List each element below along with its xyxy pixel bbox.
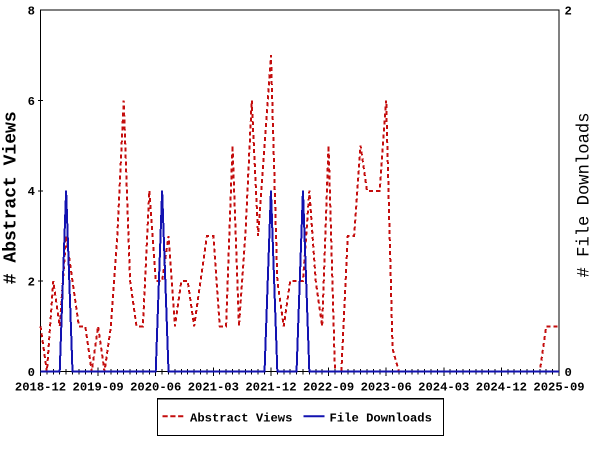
svg-text:0: 0	[565, 366, 572, 380]
svg-text:# Abstract Views: # Abstract Views	[2, 111, 22, 284]
svg-text:2021-12: 2021-12	[245, 381, 296, 395]
svg-text:2025-09: 2025-09	[533, 381, 584, 395]
svg-text:Abstract Views: Abstract Views	[190, 412, 292, 426]
svg-text:0: 0	[28, 366, 35, 380]
svg-text:6: 6	[28, 95, 35, 109]
svg-text:2020-06: 2020-06	[130, 381, 181, 395]
svg-text:2024-03: 2024-03	[418, 381, 469, 395]
svg-text:2022-09: 2022-09	[303, 381, 354, 395]
svg-text:4: 4	[28, 185, 35, 199]
svg-text:2: 2	[28, 276, 35, 290]
svg-text:2019-09: 2019-09	[73, 381, 124, 395]
svg-text:# File Downloads: # File Downloads	[576, 112, 595, 277]
svg-text:2024-12: 2024-12	[476, 381, 527, 395]
svg-text:2023-06: 2023-06	[361, 381, 412, 395]
svg-text:2: 2	[565, 4, 572, 18]
svg-text:2018-12: 2018-12	[15, 381, 66, 395]
svg-text:2021-03: 2021-03	[188, 381, 239, 395]
svg-text:8: 8	[28, 4, 35, 18]
svg-text:File Downloads: File Downloads	[330, 412, 432, 426]
